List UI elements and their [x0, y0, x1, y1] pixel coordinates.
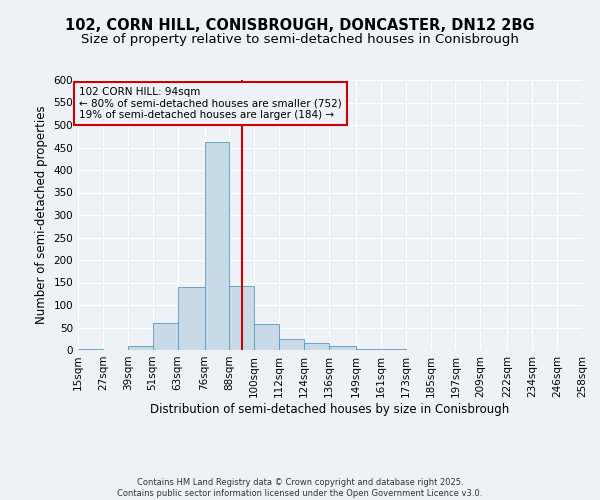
Bar	[279, 339, 304, 350]
Text: 102 CORN HILL: 94sqm
← 80% of semi-detached houses are smaller (752)
19% of semi: 102 CORN HILL: 94sqm ← 80% of semi-detac…	[79, 87, 342, 120]
Bar	[178, 287, 205, 350]
Bar	[356, 348, 381, 350]
Bar	[381, 349, 406, 350]
Text: Size of property relative to semi-detached houses in Conisbrough: Size of property relative to semi-detach…	[81, 32, 519, 46]
Text: Contains HM Land Registry data © Crown copyright and database right 2025.
Contai: Contains HM Land Registry data © Crown c…	[118, 478, 482, 498]
X-axis label: Distribution of semi-detached houses by size in Conisbrough: Distribution of semi-detached houses by …	[151, 402, 509, 415]
Bar	[152, 323, 178, 350]
Bar	[128, 346, 152, 350]
Bar	[78, 348, 103, 350]
Bar	[205, 142, 229, 350]
Bar	[329, 346, 356, 350]
Bar	[254, 324, 279, 350]
Y-axis label: Number of semi-detached properties: Number of semi-detached properties	[35, 106, 48, 324]
Bar	[304, 344, 329, 350]
Bar	[229, 286, 254, 350]
Text: 102, CORN HILL, CONISBROUGH, DONCASTER, DN12 2BG: 102, CORN HILL, CONISBROUGH, DONCASTER, …	[65, 18, 535, 32]
